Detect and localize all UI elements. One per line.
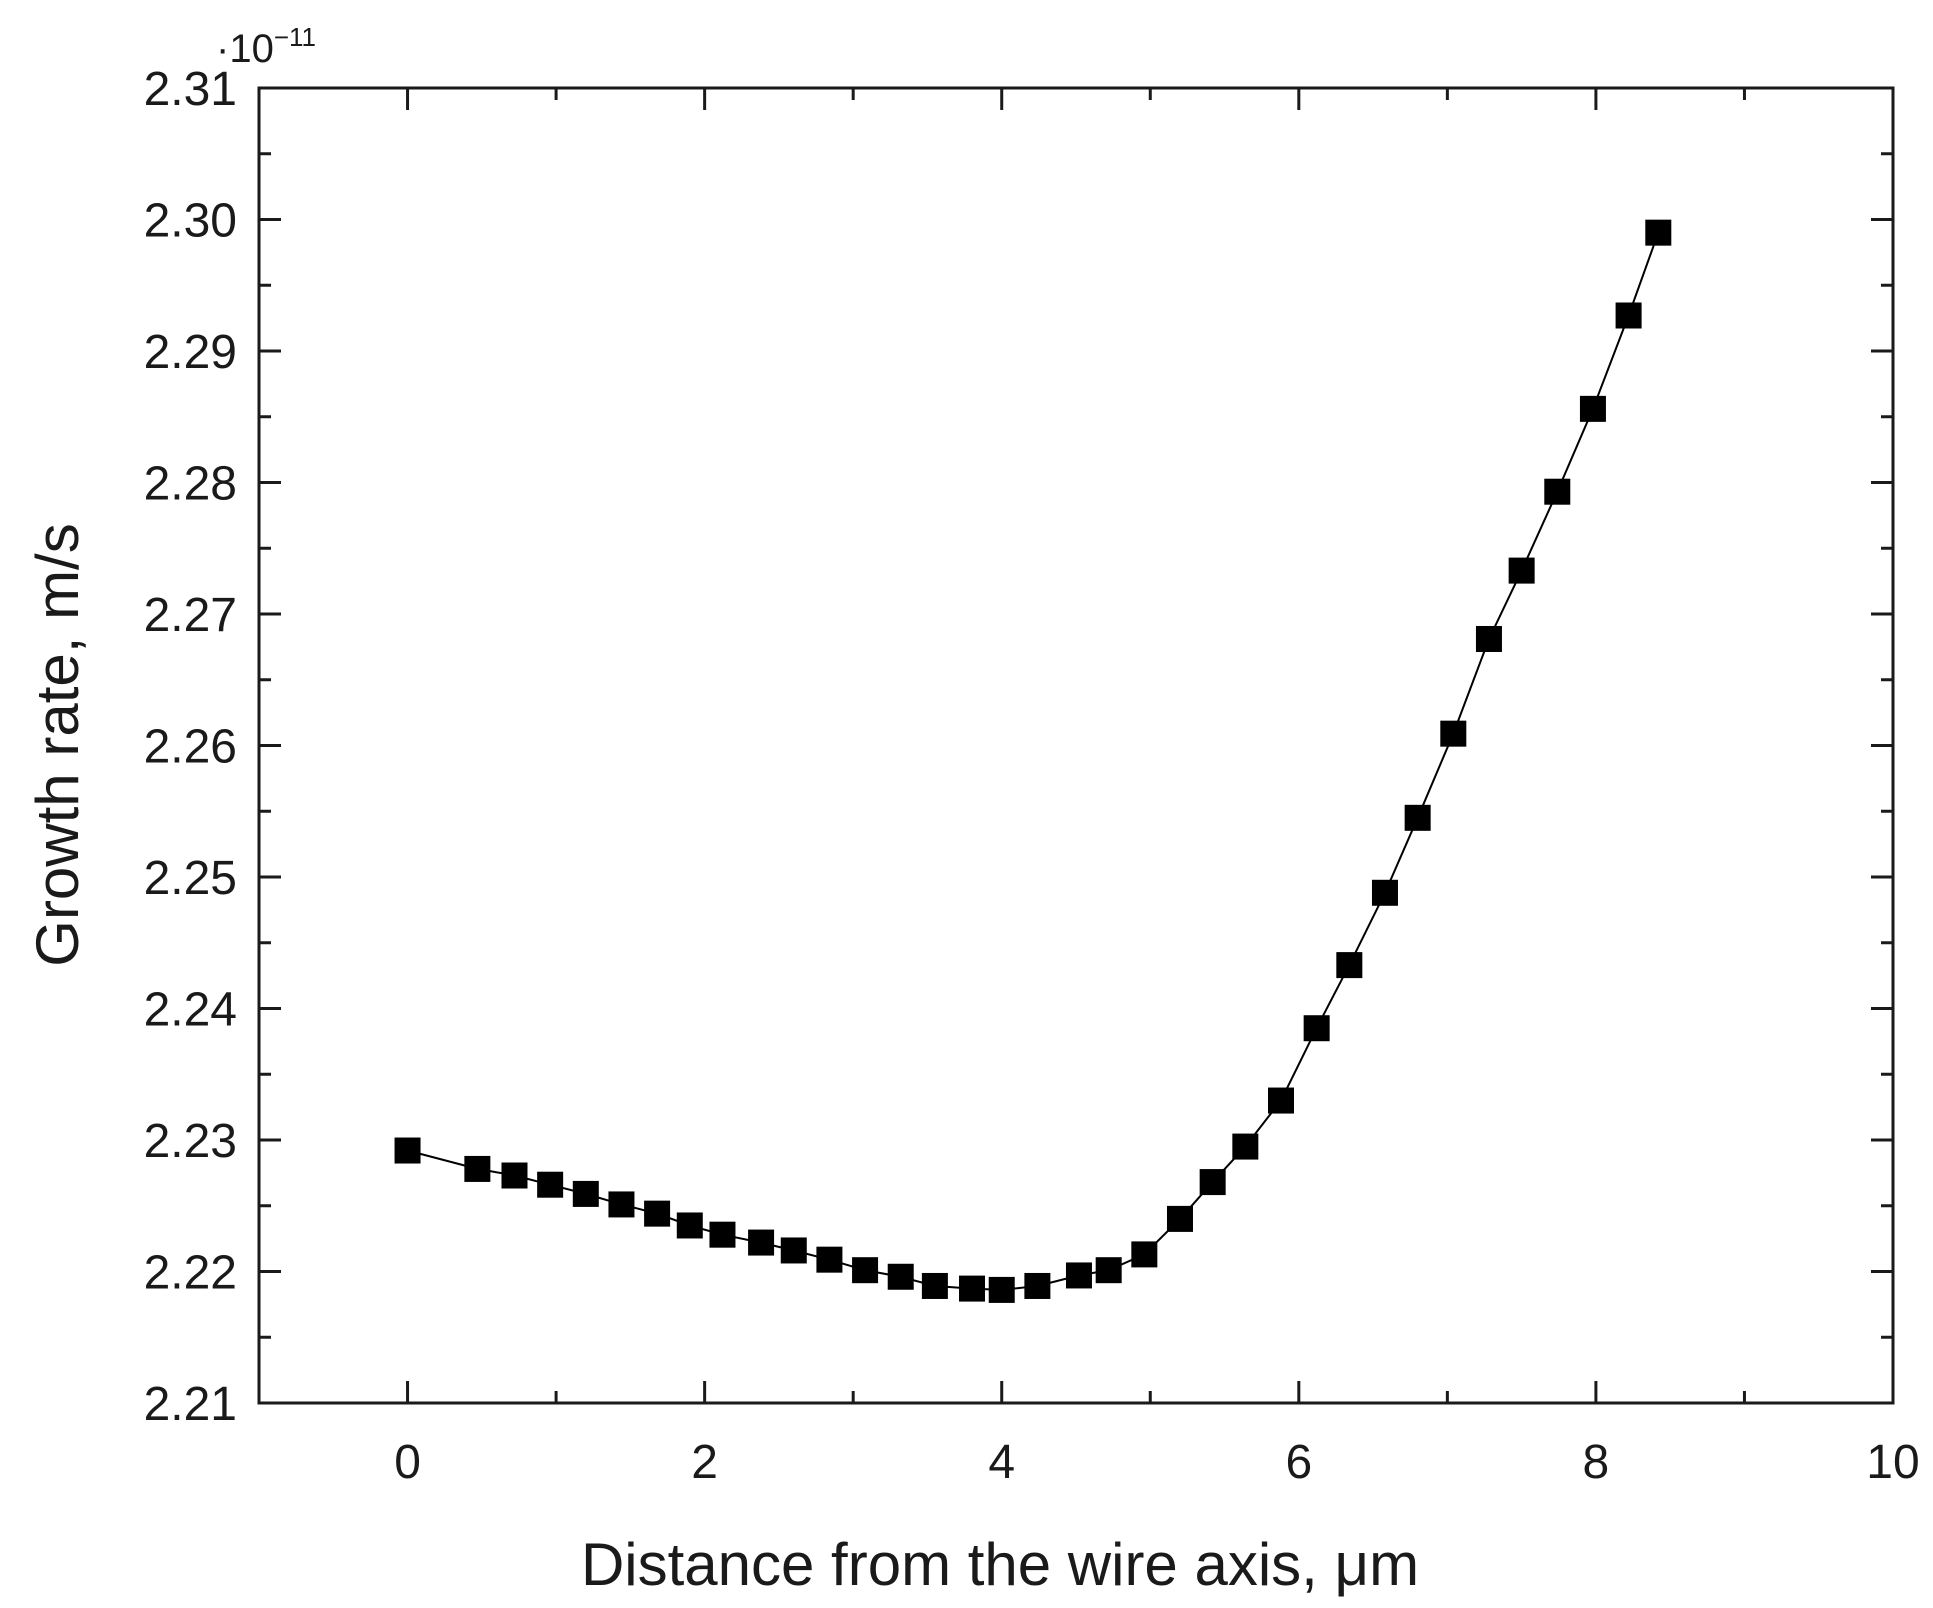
data-point-marker [1371,879,1398,906]
data-point-marker [816,1246,843,1273]
data-point-marker [748,1229,775,1256]
x-tick-label: 0 [394,1436,421,1489]
data-point-marker [1199,1169,1226,1196]
data-point-marker [501,1162,528,1189]
data-point-marker [1336,952,1363,979]
data-point-marker [1645,219,1672,246]
data-point-marker [1615,302,1642,329]
series-line [407,232,1660,1291]
y-tick-label: 2.24 [144,984,237,1037]
data-point-marker [959,1275,986,1302]
tick-labels: 0 2 4 6 8 10 2.21 2.22 2.23 2.24 2.25 2.26 2.27 2.28 2… [144,63,1920,1489]
y-tick-label: 2.29 [144,326,237,379]
series-layer [394,219,1672,1303]
data-point-marker [780,1237,807,1264]
data-point-marker [1166,1205,1193,1232]
data-point-marker [852,1257,879,1284]
y-tick-label: 2.22 [144,1247,237,1300]
data-point-marker [1440,720,1467,747]
data-point-marker [394,1137,421,1164]
data-point-marker [1303,1015,1330,1042]
y-multiplier-base: ·10 [216,27,274,71]
data-point-marker [608,1191,635,1218]
x-tick-label: 2 [691,1436,718,1489]
data-point-marker [1475,625,1502,652]
data-point-marker [1508,557,1535,584]
y-axis-title: Growth rate, m/s [24,523,91,966]
data-point-marker [709,1221,736,1248]
y-tick-label: 2.27 [144,589,237,642]
data-point-marker [1232,1133,1259,1160]
plot-frame [257,86,1895,1405]
y-tick-label: 2.25 [144,852,237,905]
y-multiplier-exponent: −11 [274,22,316,52]
data-point-marker [1024,1272,1051,1299]
data-point-marker [988,1276,1015,1303]
y-tick-label: 2.26 [144,721,237,774]
data-point-marker [1544,478,1571,505]
data-point-marker [1404,804,1431,831]
y-tick-label: 2.28 [144,458,237,511]
x-axis-title: Distance from the wire axis, μm [581,1531,1419,1598]
y-multiplier: ·10−11 [216,22,316,71]
data-point-marker [1065,1262,1092,1289]
data-point-marker [464,1155,491,1182]
data-point-marker [676,1212,703,1239]
x-tick-label: 4 [988,1436,1015,1489]
data-point-marker [572,1180,599,1207]
y-tick-label: 2.23 [144,1115,237,1168]
axis-ticks [257,86,1895,1405]
data-point-marker [644,1200,671,1227]
data-point-marker [887,1263,914,1290]
data-point-marker [1131,1241,1158,1268]
data-point-marker [537,1171,564,1198]
data-point-marker [1267,1087,1294,1114]
y-tick-label: 2.21 [144,1378,237,1431]
data-point-marker [1095,1257,1122,1284]
y-tick-label: 2.30 [144,195,237,248]
data-point-marker [1579,395,1606,422]
x-tick-label: 8 [1583,1436,1610,1489]
x-tick-label: 10 [1866,1436,1919,1489]
data-point-marker [921,1272,948,1299]
x-tick-label: 6 [1285,1436,1312,1489]
y-tick-label: 2.31 [144,63,237,116]
